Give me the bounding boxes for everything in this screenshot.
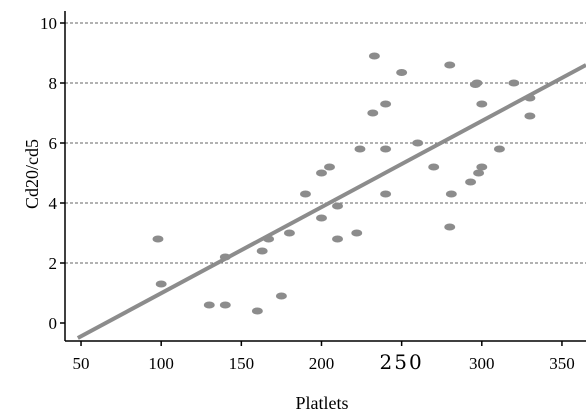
- data-point-15: [332, 235, 344, 243]
- data-point-11: [299, 190, 311, 198]
- data-point-10: [283, 229, 295, 237]
- data-point-9: [275, 292, 287, 300]
- data-point-13: [315, 169, 327, 177]
- data-point-35: [476, 100, 488, 108]
- data-point-29: [445, 190, 457, 198]
- x-tick-label-50: 50: [73, 354, 90, 373]
- x-tick-label-350: 350: [549, 354, 575, 373]
- data-point-33: [473, 169, 485, 177]
- data-point-32: [471, 79, 483, 87]
- x-axis-title: Platlets: [296, 393, 349, 413]
- y-tick-label-0: 0: [49, 314, 58, 333]
- data-point-14: [324, 163, 336, 171]
- tick-labels: 0 2 4 6 8 10 50 100 150 200 250 300 350: [40, 14, 575, 374]
- y-tick-label-10: 10: [40, 14, 57, 33]
- data-point-21: [380, 100, 392, 108]
- data-point-20: [368, 52, 380, 60]
- data-point-18: [354, 145, 366, 153]
- data-point-19: [367, 109, 379, 117]
- data-point-23: [380, 190, 392, 198]
- data-point-25: [412, 139, 424, 147]
- x-tick-label-150: 150: [229, 354, 255, 373]
- data-point-1: [152, 235, 164, 243]
- data-point-4: [219, 301, 231, 309]
- data-point-36: [493, 145, 505, 153]
- data-point-30: [465, 178, 477, 186]
- x-tick-label-100: 100: [148, 354, 174, 373]
- data-point-37: [508, 79, 520, 87]
- data-point-17: [351, 229, 363, 237]
- x-tick-label-200: 200: [309, 354, 335, 373]
- gridlines: [65, 22, 586, 264]
- data-point-22: [380, 145, 392, 153]
- data-point-7: [256, 247, 268, 255]
- fit-line: [76, 63, 586, 340]
- data-point-2: [155, 280, 167, 288]
- data-points: [152, 52, 536, 315]
- data-point-34: [476, 163, 488, 171]
- axes: [60, 11, 586, 346]
- y-axis-title: Cd20/cd5: [22, 139, 42, 209]
- data-point-26: [428, 163, 440, 171]
- data-point-3: [203, 301, 215, 309]
- data-point-39: [524, 112, 536, 120]
- y-tick-label-8: 8: [49, 74, 58, 93]
- data-point-6: [251, 307, 263, 315]
- y-tick-label-6: 6: [49, 134, 58, 153]
- data-point-27: [444, 61, 456, 69]
- x-tick-label-250: 250: [380, 350, 424, 374]
- data-point-12: [315, 214, 327, 222]
- data-point-24: [396, 69, 408, 76]
- data-point-28: [444, 223, 456, 231]
- x-tick-label-300: 300: [469, 354, 495, 373]
- trend-line: [76, 63, 586, 340]
- data-point-16: [332, 202, 344, 210]
- y-tick-label-4: 4: [49, 194, 58, 213]
- y-tick-label-2: 2: [49, 254, 58, 273]
